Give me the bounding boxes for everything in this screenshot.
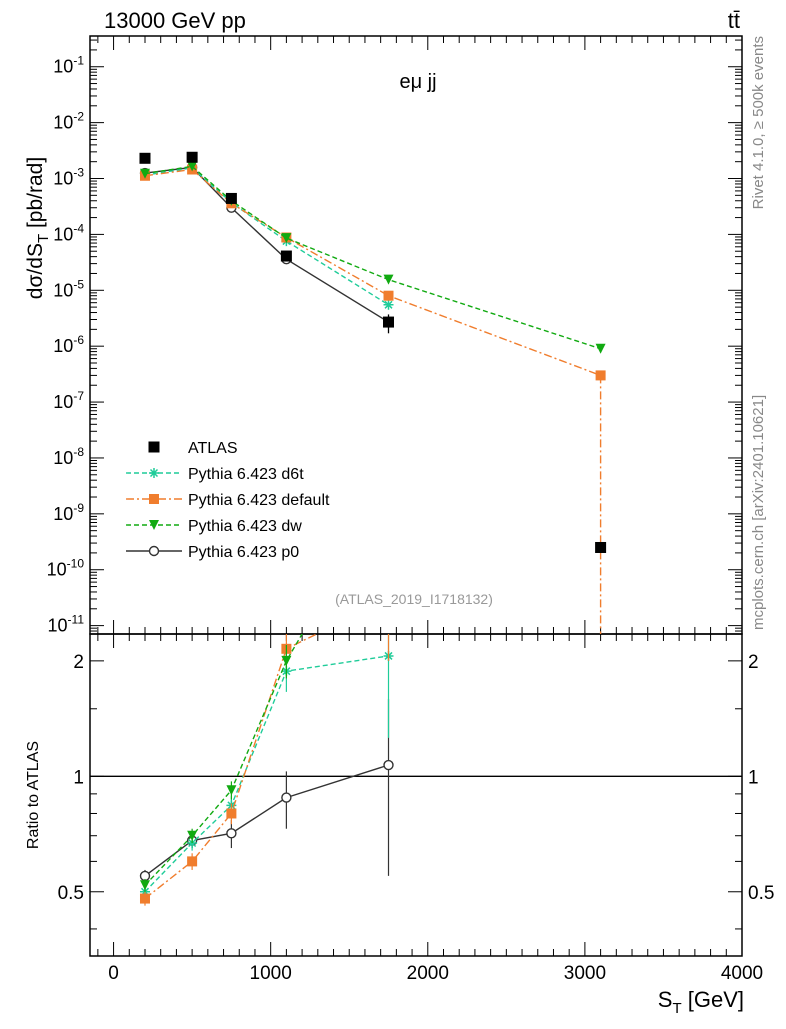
legend: ATLAS Pythia 6.423 d6t Pythia 6.423 defaul… — [126, 440, 330, 561]
series-line-pythia-6-423-d6t — [144, 167, 389, 306]
data-point — [281, 792, 292, 803]
y-tick-label: 10-9 — [53, 501, 84, 524]
legend-label: Pythia 6.423 p0 — [188, 544, 299, 561]
series-line-pythia-6-423-default — [144, 168, 601, 377]
ratio-plot-frame — [89, 633, 743, 957]
data-point — [226, 808, 237, 819]
ratio-tick-label-right: 2 — [748, 652, 759, 673]
y-tick-label: 10-5 — [53, 277, 84, 300]
series-line-pythia-6-423-p0 — [144, 166, 389, 323]
y-tick-label: 10-10 — [47, 557, 85, 580]
header-process-label: tt̄ — [728, 8, 740, 33]
ratio-axes: 0 1000 2000 3000 4000 0.5 0.5 1 1 2 2 — [58, 652, 775, 984]
y-axis-title: dσ/dST [pb/rad] — [24, 157, 52, 299]
data-point — [187, 161, 198, 172]
data-point — [384, 481, 394, 491]
side-rivet-label: Rivet 4.1.0, ≥ 500k events — [750, 36, 767, 209]
data-point — [139, 168, 150, 179]
atlas-data-point — [595, 541, 607, 553]
ratio-tick-label-left: 1 — [73, 767, 84, 788]
legend-label: Pythia 6.423 dw — [188, 518, 302, 535]
analysis-id-label: (ATLAS_2019_I1718132) — [335, 591, 493, 607]
legend-label: Pythia 6.423 d6t — [188, 466, 304, 483]
series-line-pythia-6-423-dw — [144, 165, 601, 350]
data-point — [149, 494, 159, 504]
ratio-axis-title: Ratio to ATLAS — [25, 741, 42, 849]
data-point — [383, 759, 394, 771]
data-point — [226, 785, 237, 796]
legend-label: ATLAS — [188, 440, 238, 457]
x-tick-label: 3000 — [564, 963, 606, 984]
data-point — [383, 299, 394, 310]
atlas-data-point — [186, 151, 198, 163]
y-tick-label: 10-1 — [53, 54, 84, 77]
atlas-data-point — [383, 316, 395, 328]
y-tick-label: 10-3 — [53, 166, 84, 189]
x-tick-label: 2000 — [407, 963, 449, 984]
x-tick-label: 1000 — [250, 963, 292, 984]
data-point — [595, 343, 606, 354]
ratio-line-pythia-6-423-d6t — [144, 655, 389, 893]
atlas-data-point — [280, 250, 292, 262]
y-tick-label: 10-6 — [53, 333, 84, 356]
ratio-tick-label-right: 1 — [748, 767, 759, 788]
data-point — [226, 828, 237, 839]
data-point — [139, 893, 150, 904]
data-point — [187, 830, 198, 841]
x-tick-label: 4000 — [721, 963, 763, 984]
side-mcplots-label: mcplots.cern.ch [arXiv:2401.10621] — [750, 395, 767, 630]
data-point — [383, 290, 394, 301]
data-point — [139, 880, 150, 891]
data-point — [148, 441, 160, 453]
main-series-group — [139, 151, 607, 634]
ratio-series-group — [139, 481, 394, 906]
main-axes: 10-1110-1010-910-810-710-610-510-410-310… — [47, 36, 743, 956]
ratio-tick-label-left: 0.5 — [58, 883, 84, 904]
legend-label: Pythia 6.423 default — [188, 492, 330, 509]
atlas-data-point — [139, 152, 151, 164]
x-tick-label: 0 — [108, 963, 119, 984]
y-tick-label: 10-4 — [53, 221, 84, 244]
data-point — [281, 655, 292, 666]
header-energy-label: 13000 GeV pp — [104, 8, 246, 33]
x-axis-title: ST [GeV] — [658, 987, 744, 1017]
y-tick-label: 10-7 — [53, 389, 84, 412]
data-point — [149, 468, 159, 478]
data-point — [383, 274, 394, 285]
ratio-tick-label-left: 2 — [73, 652, 84, 673]
data-point — [148, 545, 160, 557]
y-tick-label: 10-8 — [53, 445, 84, 468]
data-point — [149, 520, 159, 530]
y-tick-label: 10-11 — [48, 613, 85, 636]
process-label: eμ jj — [399, 71, 436, 93]
data-point — [595, 370, 606, 381]
ratio-line-pythia-6-423-p0 — [144, 764, 389, 877]
data-point — [281, 233, 292, 244]
y-tick-label: 10-2 — [53, 110, 84, 133]
atlas-data-point — [225, 192, 237, 204]
ratio-tick-label-right: 0.5 — [748, 883, 774, 904]
data-point — [187, 856, 198, 867]
